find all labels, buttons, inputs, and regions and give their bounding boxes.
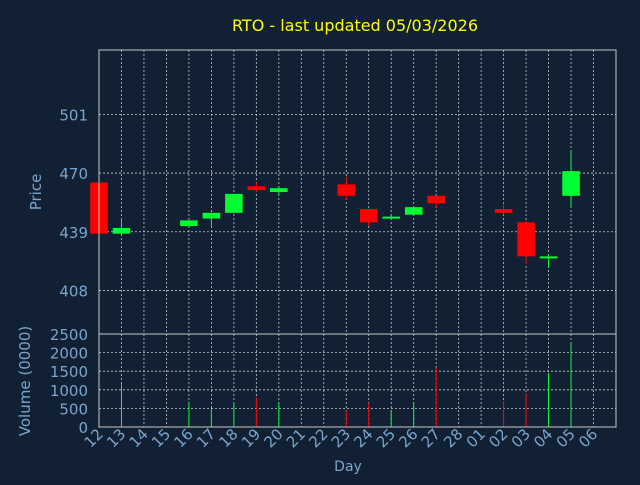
candle-body (202, 212, 221, 219)
volume-y-tick: 1500 (50, 363, 88, 381)
volume-y-tick: 1000 (50, 382, 88, 400)
candle-body (382, 216, 400, 219)
candle-body (427, 195, 445, 204)
candle-body (404, 207, 423, 215)
candle-body (270, 188, 288, 192)
volume-panel-frame (98, 333, 617, 428)
x-tick: 06 (575, 425, 601, 451)
candle-body (539, 256, 558, 259)
price-y-tick-labels: 408 439 470 501 (59, 106, 88, 300)
candle-body (112, 227, 131, 234)
candle-body (180, 220, 198, 227)
candle-body (247, 186, 266, 191)
x-tick-labels: 1213141516171819202122232425262728010203… (81, 425, 602, 451)
volume-y-tick: 2500 (50, 326, 88, 344)
price-y-tick: 439 (59, 224, 88, 242)
candle-body (359, 209, 378, 223)
price-axis-label: Price (27, 174, 45, 211)
candle-body (337, 184, 356, 196)
price-y-tick: 470 (59, 165, 88, 183)
volume-grid (99, 334, 616, 427)
price-panel-frame (98, 49, 617, 335)
volume-y-tick: 0 (78, 419, 88, 437)
candle-body (225, 193, 243, 213)
price-y-tick: 501 (59, 106, 88, 124)
price-grid (99, 50, 616, 334)
candle-body (494, 209, 513, 213)
volume-axis-label: Volume (0000) (16, 326, 34, 436)
volume-y-tick: 2000 (50, 345, 88, 363)
x-axis-label: Day (334, 459, 362, 475)
candle-body (562, 171, 580, 196)
chart-title: RTO - last updated 05/03/2026 (232, 16, 478, 35)
volume-y-tick: 500 (59, 400, 88, 418)
candle-body (517, 222, 535, 257)
candles (90, 150, 580, 268)
price-y-tick: 408 (59, 282, 88, 300)
volume-bars (120, 343, 572, 427)
